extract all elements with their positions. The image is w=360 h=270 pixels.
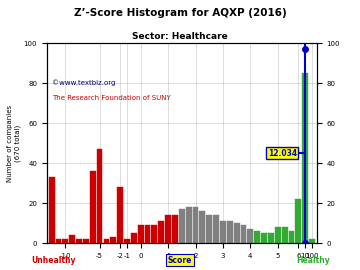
Text: Sector: Healthcare: Sector: Healthcare xyxy=(132,32,228,41)
Bar xyxy=(240,225,246,243)
Bar xyxy=(172,215,178,243)
Bar xyxy=(288,231,294,243)
Bar xyxy=(275,227,281,243)
Bar xyxy=(124,239,130,243)
Text: The Research Foundation of SUNY: The Research Foundation of SUNY xyxy=(52,95,171,101)
Text: ©www.textbiz.org: ©www.textbiz.org xyxy=(52,79,116,86)
Bar xyxy=(179,209,185,243)
Bar xyxy=(165,215,171,243)
Bar xyxy=(152,225,157,243)
Bar xyxy=(96,149,103,243)
Y-axis label: Number of companies
(670 total): Number of companies (670 total) xyxy=(7,104,21,182)
Bar xyxy=(104,239,109,243)
Bar xyxy=(62,239,68,243)
Bar xyxy=(282,227,288,243)
Bar xyxy=(193,207,198,243)
Text: 12.034: 12.034 xyxy=(268,148,297,158)
Bar xyxy=(111,237,116,243)
Bar xyxy=(309,239,315,243)
Bar xyxy=(296,199,301,243)
Bar xyxy=(138,225,144,243)
Bar xyxy=(83,239,89,243)
Bar xyxy=(69,235,75,243)
Bar xyxy=(234,223,239,243)
Bar xyxy=(49,177,54,243)
Bar xyxy=(254,231,260,243)
Bar xyxy=(199,211,205,243)
Text: Healthy: Healthy xyxy=(296,256,330,265)
Bar xyxy=(76,239,82,243)
Bar xyxy=(247,229,253,243)
Bar xyxy=(227,221,233,243)
Bar xyxy=(131,233,137,243)
Bar xyxy=(220,221,226,243)
Bar xyxy=(206,215,212,243)
Bar xyxy=(117,187,123,243)
Bar xyxy=(90,171,96,243)
Bar xyxy=(186,207,192,243)
Text: Score: Score xyxy=(168,256,192,265)
Bar xyxy=(302,73,308,243)
Text: Unhealthy: Unhealthy xyxy=(32,256,76,265)
Bar xyxy=(145,225,150,243)
Bar xyxy=(268,233,274,243)
Bar xyxy=(261,233,267,243)
Text: Z’-Score Histogram for AQXP (2016): Z’-Score Histogram for AQXP (2016) xyxy=(74,8,286,18)
Bar xyxy=(55,239,61,243)
Bar xyxy=(213,215,219,243)
Bar xyxy=(158,221,164,243)
